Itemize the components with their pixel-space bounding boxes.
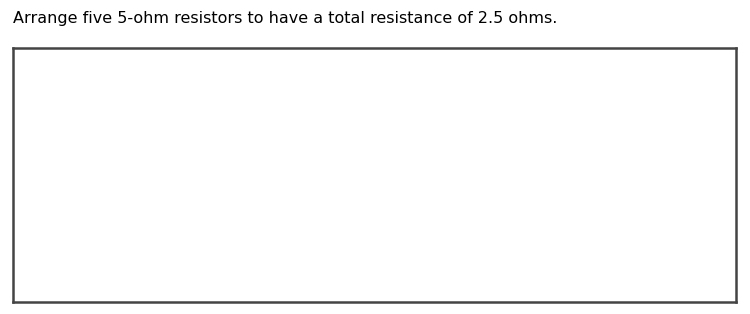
Text: Arrange five 5-ohm resistors to have a total resistance of 2.5 ohms.: Arrange five 5-ohm resistors to have a t… [13, 11, 558, 26]
